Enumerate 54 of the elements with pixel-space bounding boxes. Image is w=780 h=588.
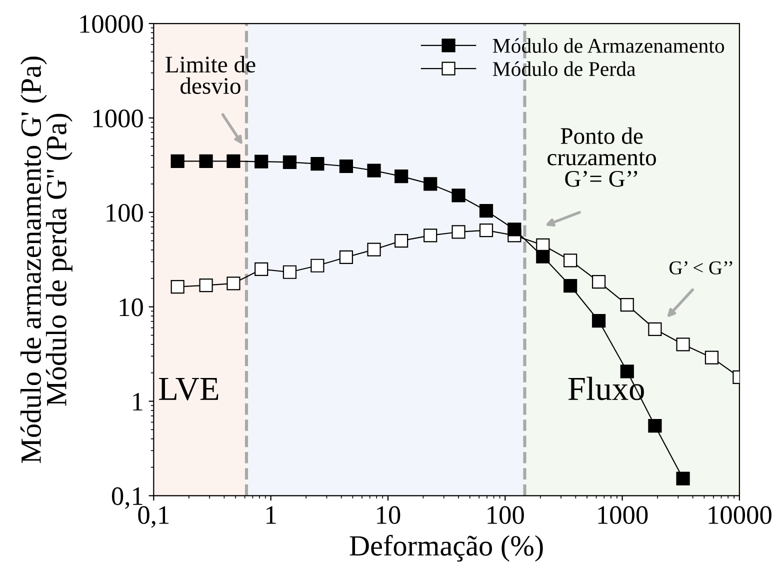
point [564,254,578,268]
point [452,188,466,202]
point [508,222,522,236]
point [592,275,606,289]
x-axis-title: Deformação (%) [350,534,543,562]
point [199,154,213,168]
point [282,155,297,169]
point [592,314,606,328]
point [479,204,494,218]
point [564,278,578,293]
point [310,258,324,272]
point [394,234,408,248]
annotation: Limite de desvio [166,56,256,94]
point [394,170,408,184]
point [170,154,184,168]
point [704,350,719,364]
x-tick-label: 10 [377,506,400,524]
x-tick-label: 10000 [708,506,772,524]
point [424,177,438,191]
point [254,262,268,276]
point [676,472,690,486]
y-tick-label: 10 [120,298,143,316]
y-tick-label: 1 [133,392,142,410]
point [676,338,690,352]
x-tick-label: 100 [488,506,524,524]
legend-label: Módulo de Perda [492,61,636,76]
y-tick-label: 10000 [80,15,143,33]
point [339,250,354,264]
y-tick-label: 1000 [93,110,143,128]
point [479,224,494,238]
annotation: Ponto de cruzamento G’= G’’ [548,127,656,187]
point [170,280,184,294]
y-axis-title: Módulo de armazenamento G' (Pa) Módulo de perda G'' (Pa) [20,56,72,464]
point [452,225,466,239]
band-label: LVE [159,378,218,400]
x-tick-label: 1000 [598,506,648,524]
point [620,298,634,312]
point [254,154,268,168]
point [226,154,240,168]
annotation: G’ < G’’ [670,261,732,274]
point [367,164,381,178]
point [536,250,550,264]
point [226,276,240,290]
point [424,228,438,242]
x-tick-label: 1 [266,506,276,524]
point [648,322,662,336]
point [648,418,662,433]
point [339,159,354,174]
point [282,265,297,279]
legend-label: Módulo de Armazenamento [492,38,724,53]
point [199,278,213,292]
point [367,242,381,256]
point [310,156,324,171]
y-tick-label: 100 [106,204,143,222]
